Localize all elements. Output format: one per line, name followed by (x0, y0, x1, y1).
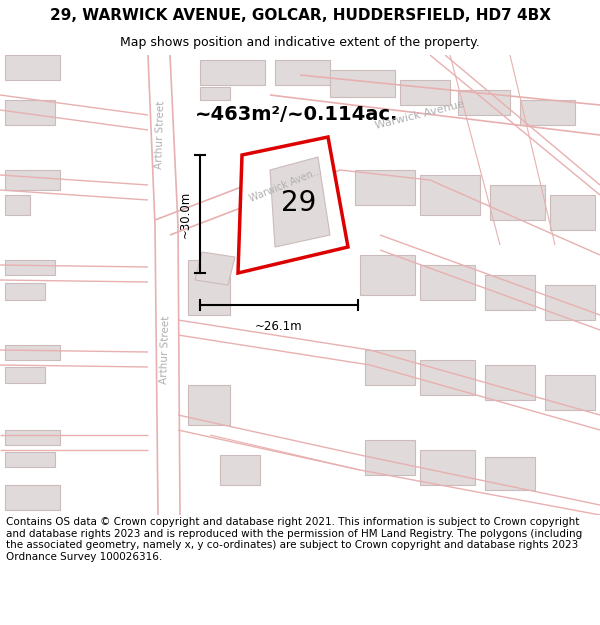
Text: Map shows position and indicative extent of the property.: Map shows position and indicative extent… (120, 36, 480, 49)
Polygon shape (5, 367, 45, 383)
Polygon shape (545, 375, 595, 410)
Polygon shape (365, 440, 415, 475)
Polygon shape (330, 70, 395, 97)
Polygon shape (5, 170, 60, 190)
Polygon shape (420, 360, 475, 395)
Polygon shape (5, 430, 60, 445)
Polygon shape (365, 350, 415, 385)
Text: Arthur Street: Arthur Street (159, 316, 171, 384)
Polygon shape (200, 60, 265, 85)
Text: ~463m²/~0.114ac.: ~463m²/~0.114ac. (195, 106, 398, 124)
Polygon shape (188, 260, 230, 315)
Polygon shape (420, 175, 480, 215)
Polygon shape (5, 55, 60, 80)
Text: Contains OS data © Crown copyright and database right 2021. This information is : Contains OS data © Crown copyright and d… (6, 518, 582, 562)
Polygon shape (485, 365, 535, 400)
Text: ~26.1m: ~26.1m (255, 320, 303, 333)
Polygon shape (220, 455, 260, 485)
Polygon shape (5, 260, 55, 275)
Polygon shape (5, 485, 60, 510)
Polygon shape (458, 90, 510, 115)
Polygon shape (5, 452, 55, 467)
Polygon shape (550, 195, 595, 230)
Polygon shape (5, 100, 55, 125)
Polygon shape (5, 195, 30, 215)
Polygon shape (195, 252, 235, 285)
Polygon shape (188, 385, 230, 425)
Text: 29: 29 (281, 189, 317, 217)
Polygon shape (420, 265, 475, 300)
Polygon shape (545, 285, 595, 320)
Text: Warwick Aven...: Warwick Aven... (248, 166, 323, 204)
Polygon shape (275, 60, 330, 85)
Polygon shape (485, 275, 535, 310)
Polygon shape (485, 457, 535, 490)
Text: ~30.0m: ~30.0m (179, 191, 192, 238)
Text: Arthur Street: Arthur Street (154, 101, 166, 169)
Polygon shape (490, 185, 545, 220)
Text: Warwick Avenue: Warwick Avenue (374, 99, 466, 131)
Polygon shape (355, 170, 415, 205)
Polygon shape (200, 87, 230, 100)
Text: 29, WARWICK AVENUE, GOLCAR, HUDDERSFIELD, HD7 4BX: 29, WARWICK AVENUE, GOLCAR, HUDDERSFIELD… (49, 8, 551, 23)
Polygon shape (420, 450, 475, 485)
Polygon shape (238, 137, 348, 273)
Polygon shape (5, 345, 60, 360)
Polygon shape (360, 255, 415, 295)
Polygon shape (270, 157, 330, 247)
Polygon shape (520, 100, 575, 125)
Polygon shape (400, 80, 450, 105)
Polygon shape (5, 283, 45, 300)
